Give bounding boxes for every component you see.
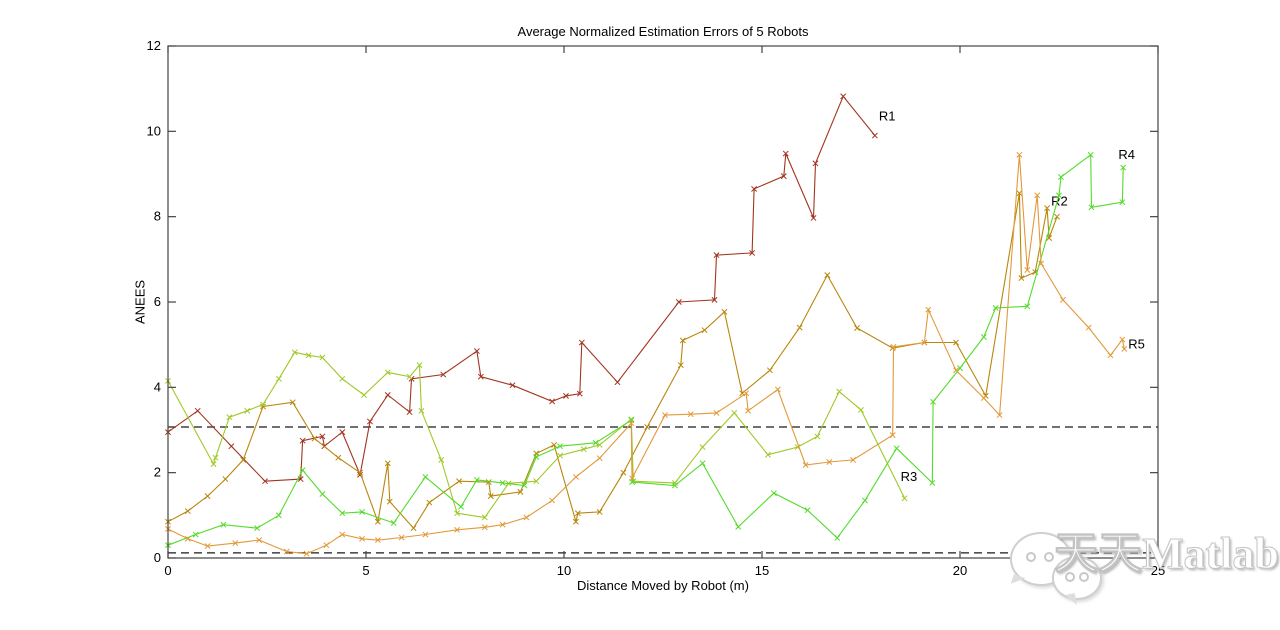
series-line-R4 [167, 153, 1124, 546]
x-axis-label: Distance Moved by Robot (m) [577, 578, 749, 593]
x-tick-label: 5 [362, 563, 369, 578]
axis-ticks: 0 5 10 15 20 25 0 2 4 6 8 10 12 [147, 38, 1166, 578]
series-label-R3: R3 [901, 469, 918, 484]
y-tick-label: 6 [154, 294, 161, 309]
plot-box [167, 45, 1159, 559]
series-line-R5 [167, 154, 1125, 555]
series-markers-R3 [165, 349, 908, 521]
x-tick-label: 0 [164, 563, 171, 578]
chart-title: Average Normalized Estimation Errors of … [517, 24, 809, 39]
series-R1: R1 [165, 93, 896, 485]
y-tick-label: 12 [147, 38, 161, 53]
reference-lines [168, 426, 1158, 554]
series-markers-R4 [165, 151, 1127, 549]
series-R3: R3 [165, 349, 918, 521]
y-tick-label: 10 [147, 123, 161, 138]
series-label-R2: R2 [1051, 194, 1068, 209]
series-label-R4: R4 [1118, 147, 1135, 162]
series-R5: R5 [165, 151, 1145, 557]
x-tick-label: 10 [557, 563, 571, 578]
y-tick-label: 8 [154, 209, 161, 224]
x-tick-label: 25 [1151, 563, 1165, 578]
series-line-R1 [167, 95, 876, 482]
y-tick-label: 2 [154, 465, 161, 480]
series-label-R1: R1 [879, 108, 896, 123]
y-tick-label: 0 [154, 550, 161, 565]
series-markers-R1 [165, 93, 878, 485]
series-R4: R4 [165, 147, 1135, 549]
x-tick-label: 15 [755, 563, 769, 578]
x-tick-label: 20 [953, 563, 967, 578]
series-label-R5: R5 [1128, 337, 1145, 352]
y-tick-label: 4 [154, 379, 161, 394]
